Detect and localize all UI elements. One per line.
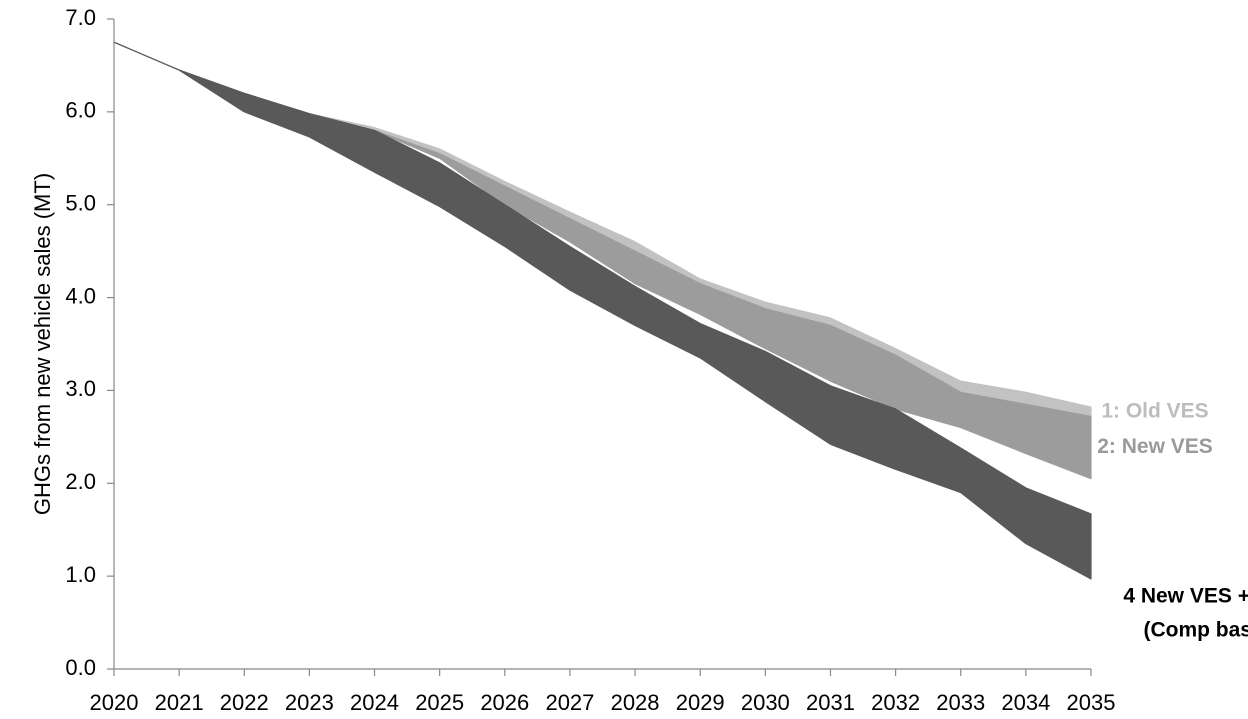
series-label: 1: Old VES <box>1101 399 1208 422</box>
y-tick-label: 4.0 <box>65 283 96 308</box>
x-tick-label: 2026 <box>480 690 529 715</box>
series-label: (Comp base.) <box>1143 618 1248 641</box>
x-tick-label: 2023 <box>285 690 334 715</box>
x-tick-label: 2034 <box>1001 690 1050 715</box>
range-band <box>113 41 1092 480</box>
x-tick-label: 2022 <box>220 690 269 715</box>
y-tick-label: 7.0 <box>65 5 96 30</box>
x-tick-label: 2025 <box>415 690 464 715</box>
x-tick-label: 2021 <box>155 690 204 715</box>
x-tick-label: 2033 <box>936 690 985 715</box>
x-tick-label: 2024 <box>350 690 399 715</box>
series-label: 4 New VES + ZEV <box>1123 584 1248 607</box>
y-tick-label: 5.0 <box>65 191 96 216</box>
range-band <box>113 41 1092 580</box>
x-tick-label: 2031 <box>806 690 855 715</box>
x-tick-label: 2035 <box>1067 690 1116 715</box>
x-tick-label: 2027 <box>545 690 594 715</box>
x-tick-label: 2020 <box>90 690 139 715</box>
y-tick-label: 2.0 <box>65 469 96 494</box>
y-tick-label: 0.0 <box>65 655 96 680</box>
x-tick-label: 2032 <box>871 690 920 715</box>
x-tick-label: 2028 <box>611 690 660 715</box>
y-tick-label: 6.0 <box>65 98 96 123</box>
y-tick-label: 1.0 <box>65 562 96 587</box>
x-tick-label: 2029 <box>676 690 725 715</box>
x-tick-label: 2030 <box>741 690 790 715</box>
series-label: 2: New VES <box>1097 435 1213 458</box>
y-tick-label: 3.0 <box>65 376 96 401</box>
y-axis-title: GHGs from new vehicle sales (MT) <box>30 173 55 515</box>
